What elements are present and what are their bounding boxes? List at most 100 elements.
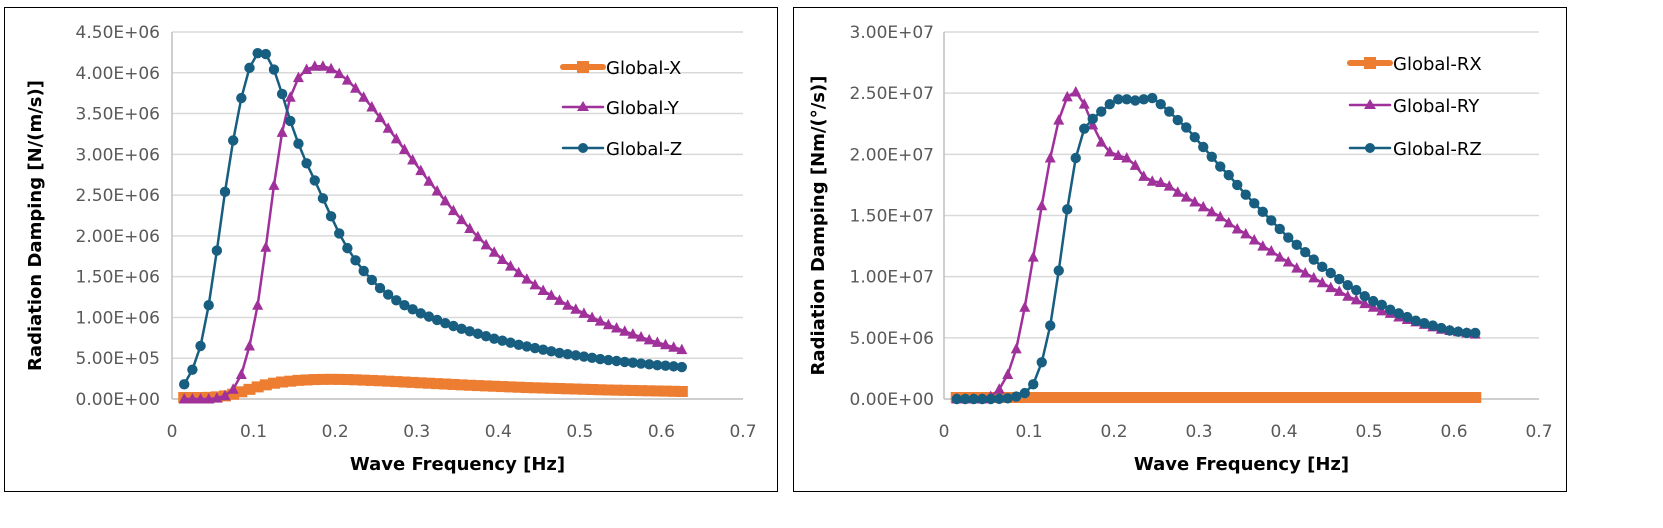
data-point-triangle [1002,368,1014,380]
data-point-square [1256,392,1269,403]
series-global-rx [950,392,1482,403]
data-point-circle [611,355,622,367]
x-tick-label: 0.4 [485,422,512,442]
data-point-square [292,374,305,386]
data-point-triangle [1231,222,1243,234]
data-point-circle [668,361,679,372]
data-point-triangle [1282,255,1294,267]
data-point-circle [1019,387,1030,399]
data-point-circle [977,393,988,405]
data-point-circle [1385,304,1396,315]
data-point-circle [1011,391,1022,402]
data-point-triangle [1248,233,1260,245]
y-tick-label: 0.00E+00 [76,390,160,410]
data-point-square [1273,392,1286,403]
legend-label: Global-X [606,58,681,79]
data-point-square [496,381,509,393]
data-point-circle [1334,273,1345,285]
data-point-triangle [1325,281,1337,293]
data-point-square [1197,392,1210,403]
data-point-square [545,382,558,394]
data-point-triangle [366,101,378,112]
data-point-square [651,385,664,397]
x-axis-title: Wave Frequency [Hz] [1134,454,1349,475]
data-point-triangle [1223,216,1235,228]
data-point-circle [309,175,320,186]
data-point-triangle [268,179,280,190]
data-point-circle [317,193,329,204]
data-point-triangle [1308,271,1320,283]
data-point-triangle [243,339,255,351]
data-point-circle [586,352,598,364]
data-point-circle [529,342,541,354]
data-point-square [1137,392,1150,403]
data-point-triangle [619,325,631,336]
data-point-square [577,383,590,395]
data-point-square [398,376,411,388]
data-point-triangle [203,393,215,404]
data-point-circle [399,300,410,311]
y-tick-label: 4.00E+06 [76,64,160,84]
legend-label: Global-Y [606,98,680,119]
data-point-circle [252,48,263,59]
chart-panel-translational: 0.00E+00 5.00E+05 1.00E+06 1.50E+06 2.00E+06… [4,7,778,492]
data-point-triangle [521,273,533,284]
data-point-circle [366,274,378,286]
data-point-triangle [611,322,623,333]
data-point-square [284,375,297,387]
data-point-circle [358,265,369,277]
data-point-circle [960,393,971,405]
data-point-circle [1351,284,1362,296]
series-line [956,90,1476,401]
data-point-triangle [1376,304,1388,316]
data-point-square [1103,392,1116,403]
data-point-square [618,384,631,396]
y-tick-label: 5.00E+06 [850,329,934,349]
data-point-square [1205,392,1218,403]
data-point-circle [244,62,255,74]
data-point-circle [1130,95,1141,106]
data-point-square [365,374,378,386]
data-point-circle [1427,320,1438,331]
data-point-triangle [513,266,525,278]
x-tick-label: 0.1 [1015,422,1042,442]
data-point-triangle [1010,342,1022,354]
data-point-circle [382,289,394,300]
data-point-triangle [1265,244,1277,256]
data-point-triangle [643,333,655,345]
data-point-triangle [1070,85,1082,97]
data-point-square [1324,392,1337,403]
data-point-circle [652,359,663,371]
data-point-circle [1113,94,1124,105]
legend-entry-global-z: Global-Z [561,139,682,160]
data-point-triangle [1053,114,1065,125]
chart-panel-rotational: 0.00E+00 5.00E+06 1.00E+07 1.50E+07 2.00E+07… [793,7,1567,492]
data-point-square [471,380,484,392]
legend-square-icon [1364,57,1376,69]
data-point-circle [1198,141,1209,153]
data-point-triangle [398,143,410,154]
data-point-square [1231,392,1244,403]
data-point-circle [1189,132,1200,143]
data-point-triangle [374,111,386,123]
data-point-square [251,381,264,393]
data-point-triangle [1316,276,1328,288]
data-point-square [1290,392,1303,403]
data-point-triangle [1172,186,1184,197]
data-point-circle [1045,320,1056,331]
data-point-circle [325,211,337,222]
data-point-circle [268,64,280,75]
data-point-circle [480,331,492,342]
data-point-circle [1257,206,1268,218]
y-tick-label: 0.00E+00 [850,390,934,410]
data-point-square [659,385,672,397]
data-point-triangle [1240,227,1252,239]
data-point-circle [570,350,581,361]
data-point-square [561,383,574,395]
data-point-circle [627,357,639,368]
data-point-circle [497,335,508,346]
data-point-triangle [464,222,476,234]
data-point-circle [660,360,671,371]
data-point-circle [227,135,239,146]
data-point-circle [1053,265,1064,276]
